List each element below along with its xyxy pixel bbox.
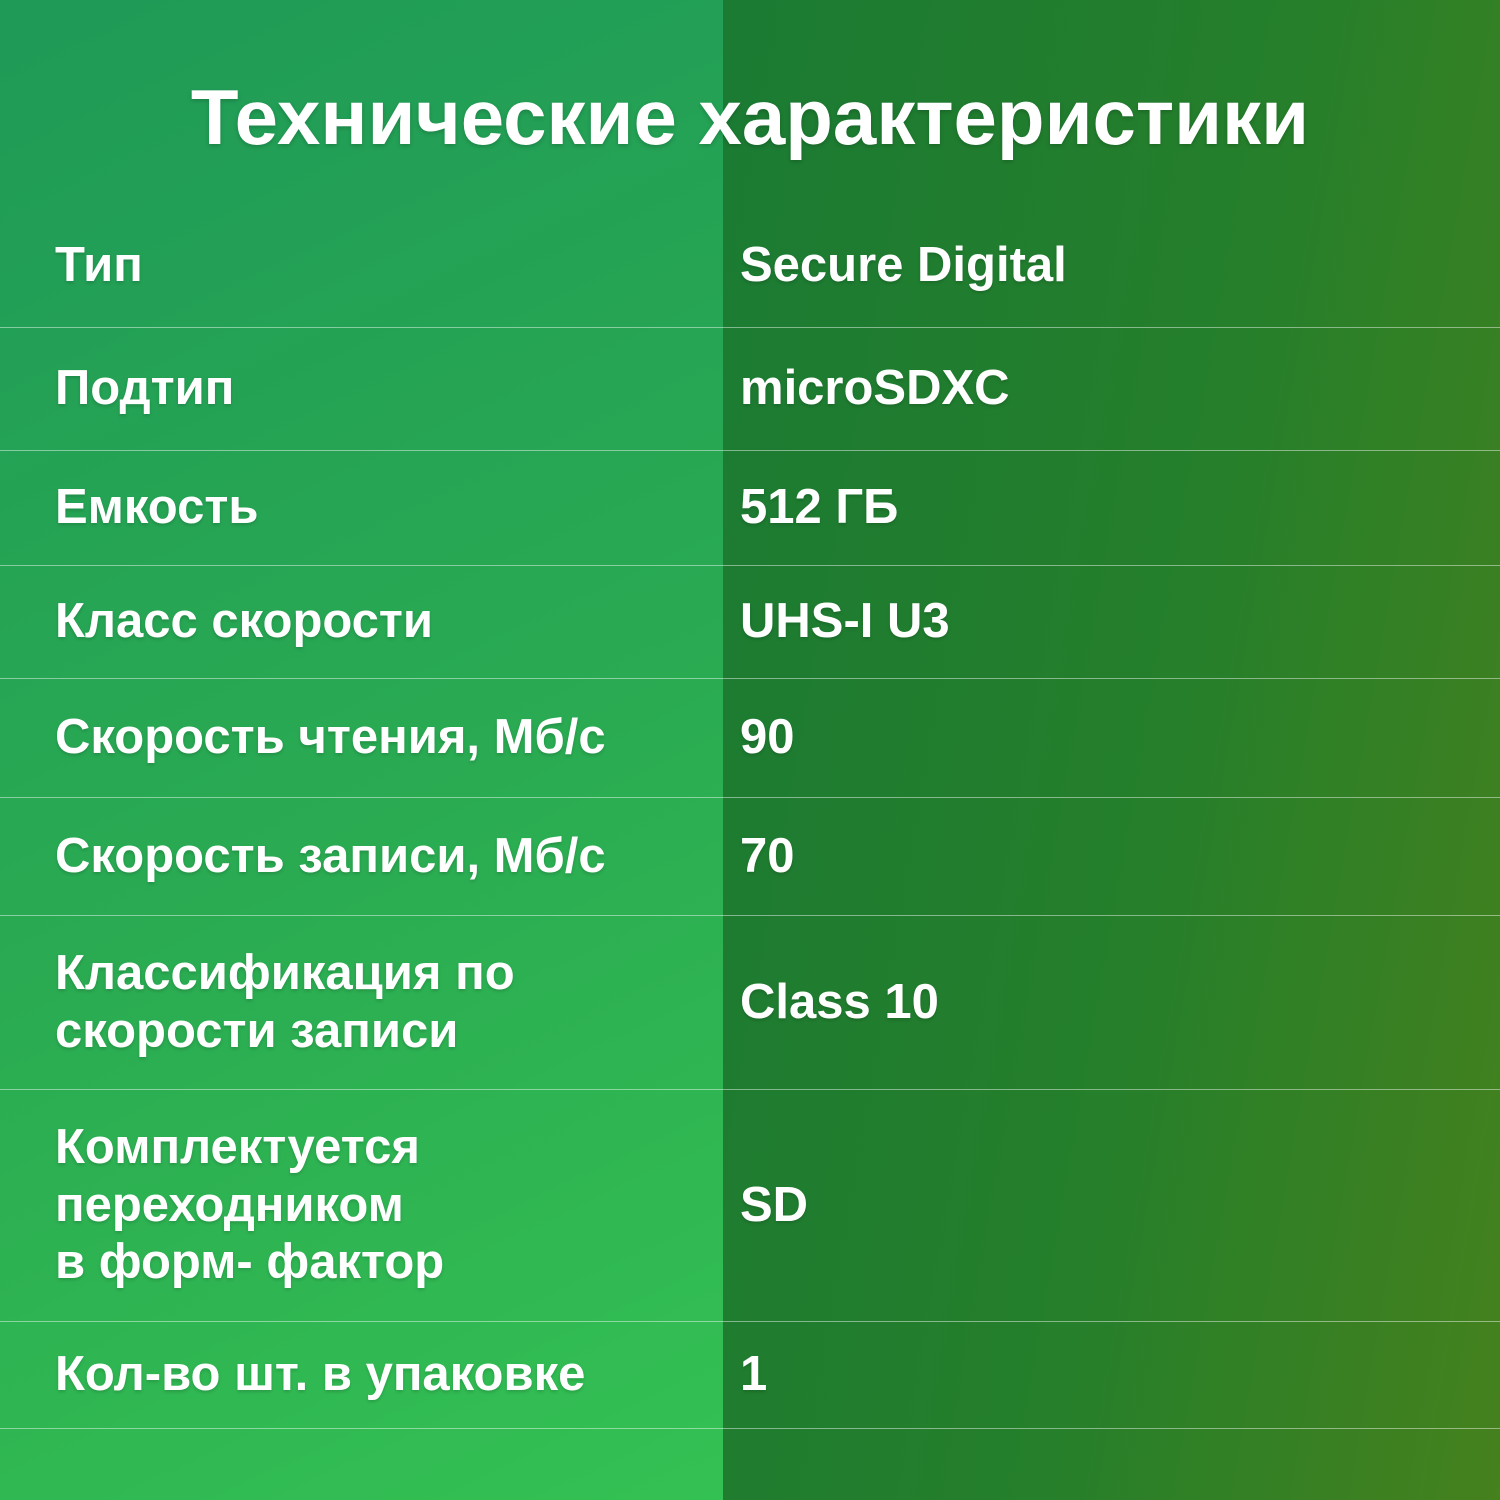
spec-value: Secure Digital bbox=[740, 238, 1067, 293]
spec-table: Тип Secure Digital Подтип microSDXC Емко… bbox=[0, 205, 1500, 1429]
spec-value: 70 bbox=[740, 828, 795, 883]
spec-row-subtype: Подтип microSDXC bbox=[0, 328, 1500, 451]
header: Технические характеристики bbox=[0, 0, 1500, 205]
spec-value: UHS-I U3 bbox=[740, 594, 950, 649]
background-left-panel bbox=[0, 0, 723, 1500]
spec-label: Скорость записи, Мб/с bbox=[55, 828, 606, 883]
spec-row-adapter: Комплектуется переходником в форм- факто… bbox=[0, 1090, 1500, 1322]
page-title: Технические характеристики bbox=[190, 73, 1310, 161]
spec-value: 512 ГБ bbox=[740, 480, 899, 535]
spec-value: Class 10 bbox=[740, 974, 939, 1029]
spec-label: Тип bbox=[55, 238, 143, 293]
spec-value: microSDXC bbox=[740, 361, 1010, 416]
spec-label: Классификация по скорости записи bbox=[55, 945, 515, 1058]
spec-label: Подтип bbox=[55, 361, 235, 416]
spec-row-capacity: Емкость 512 ГБ bbox=[0, 451, 1500, 566]
spec-label: Емкость bbox=[55, 480, 259, 535]
background-right-panel bbox=[723, 0, 1500, 1500]
spec-value: SD bbox=[740, 1177, 809, 1232]
spec-row-pack-quantity: Кол-во шт. в упаковке 1 bbox=[0, 1322, 1500, 1429]
spec-label: Комплектуется переходником в форм- факто… bbox=[55, 1119, 445, 1290]
spec-label: Кол-во шт. в упаковке bbox=[55, 1347, 586, 1402]
spec-row-speed-class: Класс скорости UHS-I U3 bbox=[0, 566, 1500, 679]
spec-value: 1 bbox=[740, 1347, 768, 1402]
spec-label: Класс скорости bbox=[55, 594, 434, 649]
spec-row-write-speed: Скорость записи, Мб/с 70 bbox=[0, 798, 1500, 916]
spec-value: 90 bbox=[740, 710, 795, 765]
spec-label: Скорость чтения, Мб/с bbox=[55, 710, 606, 765]
spec-row-read-speed: Скорость чтения, Мб/с 90 bbox=[0, 679, 1500, 798]
spec-row-type: Тип Secure Digital bbox=[0, 205, 1500, 328]
spec-row-write-class: Классификация по скорости записи Class 1… bbox=[0, 916, 1500, 1090]
